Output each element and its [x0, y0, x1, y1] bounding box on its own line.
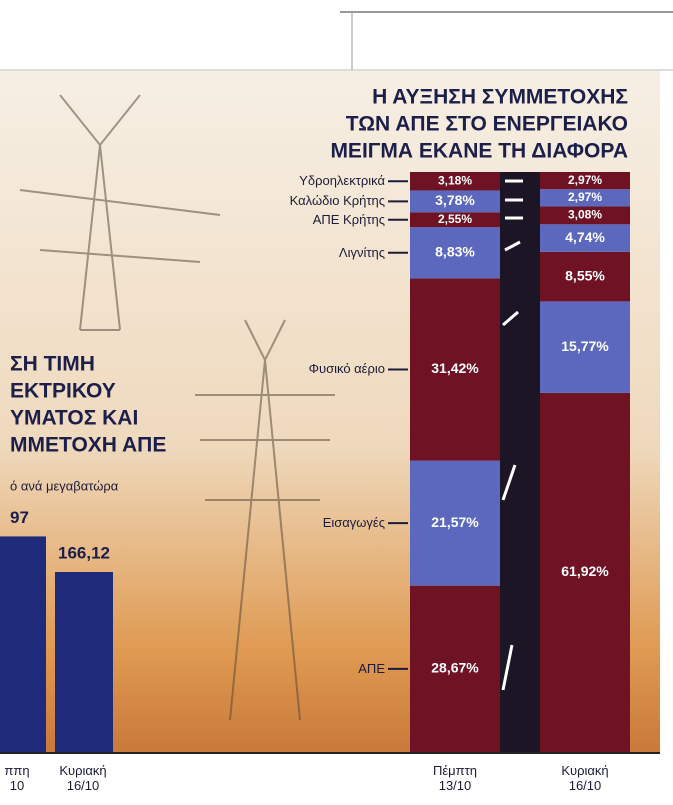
value-label: 8,55% — [565, 267, 605, 283]
value-label: 28,67% — [431, 660, 479, 676]
value-label: 97 — [10, 508, 29, 527]
segment — [410, 460, 500, 586]
segment — [540, 301, 630, 393]
legend-label: Καλώδιο Κρήτης — [289, 193, 385, 209]
chart-title: ΜΜΕΤΟΧΗ ΑΠΕ — [10, 434, 166, 457]
value-label: 2,97% — [568, 190, 602, 204]
connector — [500, 172, 540, 752]
legend-label: Φυσικό αέριο — [308, 361, 385, 377]
value-label: 3,08% — [568, 208, 602, 222]
legend-label: Λιγνίτης — [338, 244, 385, 260]
chart-title: ΜΕΙΓΜΑ ΕΚΑΝΕ ΤΗ ΔΙΑΦΟΡΑ — [330, 140, 628, 163]
value-label: 2,97% — [568, 173, 602, 187]
x-tick-label: Κυριακή 16/10 — [59, 763, 107, 793]
segment — [410, 585, 500, 752]
chart-title: Η ΑΥΞΗΣΗ ΣΥΜΜΕΤΟΧΗΣ — [372, 86, 628, 109]
segment — [540, 251, 630, 302]
x-tick-label: ππη 10 — [4, 763, 30, 793]
value-label: 3,18% — [438, 173, 472, 187]
chart-title: ΤΩΝ ΑΠΕ ΣΤΟ ΕΝΕΡΓΕΙΑΚΟ — [346, 113, 628, 136]
value-label: 21,57% — [431, 514, 479, 530]
value-label: 15,77% — [561, 338, 609, 354]
segment — [410, 212, 500, 228]
value-label: 61,92% — [561, 563, 609, 579]
value-label: 8,83% — [435, 243, 475, 259]
segment — [540, 206, 630, 225]
value-label: 4,74% — [565, 229, 605, 245]
chart-title: ΥΜΑΤΟΣ ΚΑΙ — [10, 407, 138, 430]
legend-label: Υδροηλεκτρικά — [299, 173, 385, 189]
legend-label: Εισαγωγές — [322, 515, 385, 531]
value-label: 3,78% — [435, 192, 475, 208]
legend-label: ΑΠΕ Κρήτης — [312, 211, 385, 227]
legend-label: ΑΠΕ — [358, 660, 385, 676]
segment — [540, 392, 630, 752]
segment — [410, 278, 500, 461]
value-label: 31,42% — [431, 360, 479, 376]
segment — [410, 172, 500, 191]
segment — [540, 224, 630, 252]
x-tick-label: Κυριακή 16/10 — [561, 763, 609, 793]
segment — [410, 190, 500, 213]
arrows — [501, 179, 523, 691]
segment — [410, 227, 500, 279]
chart-subtitle: ό ανά μεγαβατώρα — [10, 478, 119, 493]
pylon-illustration — [19, 94, 335, 721]
segment — [540, 172, 630, 190]
value-label: 2,55% — [438, 212, 472, 226]
chart-title: ΣΗ ΤΙΜΗ — [10, 353, 95, 376]
segment — [540, 189, 630, 207]
bar — [55, 572, 113, 752]
x-tick-label: Πέμπτη 13/10 — [432, 763, 477, 793]
bar — [0, 536, 46, 752]
chart-title: ΕΚΤΡΙΚΟΥ — [10, 380, 116, 403]
value-label: 166,12 — [58, 543, 110, 562]
